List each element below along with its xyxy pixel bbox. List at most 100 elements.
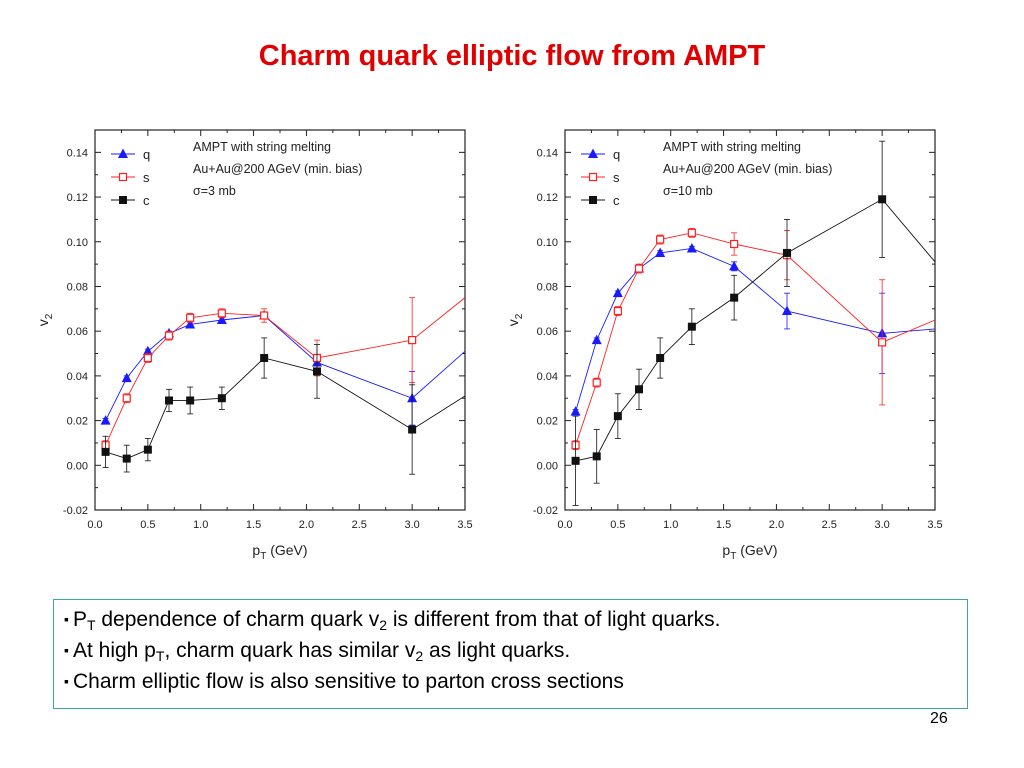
series-c-point <box>143 445 152 454</box>
series-c-point <box>260 354 269 362</box>
legend-s-label: s <box>143 170 150 185</box>
y-tick-label: -0.02 <box>533 505 558 517</box>
y-axis-label: v2 <box>35 313 55 326</box>
annotation-line-3: σ=10 mb <box>663 184 713 198</box>
series-q-point <box>612 287 623 298</box>
y-tick-label: 0.00 <box>537 460 558 472</box>
y-tick-label: 0.02 <box>537 416 558 428</box>
x-tick-label: 1.0 <box>663 519 678 531</box>
legend-s-label: s <box>613 170 620 185</box>
series-q-point <box>185 318 196 329</box>
bullet-2: ▪ At high pT, charm quark has similar v2 … <box>64 639 571 664</box>
series-c-point <box>408 425 417 434</box>
data-layer <box>100 297 465 475</box>
series-c-point <box>186 396 195 405</box>
series-c-point <box>592 452 601 461</box>
legend-s-marker <box>588 172 598 182</box>
annotation-line-1: AMPT with string melting <box>193 140 331 154</box>
series-q-point <box>591 334 602 345</box>
bullet-3: ▪ Charm elliptic flow is also sensitive t… <box>64 670 624 693</box>
legend-c-label: c <box>143 193 150 208</box>
x-tick-label: 3.0 <box>874 519 889 531</box>
series-q-point <box>100 415 111 425</box>
annotation-line-2: Au+Au@200 AGeV (min. bias) <box>663 162 832 176</box>
series-c-point <box>217 394 226 403</box>
x-tick-label: 0.5 <box>140 519 155 531</box>
series-c-point <box>635 385 643 394</box>
y-tick-label: 0.02 <box>67 416 88 428</box>
series-s-point <box>687 228 696 237</box>
page-number: 26 <box>930 710 948 727</box>
series-s-point <box>656 235 665 244</box>
y-tick-label: -0.02 <box>63 505 88 517</box>
series-s-point <box>217 309 226 318</box>
series-q-line <box>105 315 465 421</box>
x-tick-label: 1.0 <box>193 519 208 531</box>
series-c-point <box>656 354 665 362</box>
series-s-point <box>592 378 601 387</box>
series-q-point <box>142 345 153 356</box>
x-tick-label: 2.0 <box>769 519 784 531</box>
series-c-point <box>571 456 580 465</box>
series-s-point <box>878 338 887 347</box>
x-axis-label: pT (GeV) <box>722 542 777 562</box>
x-tick-label: 0.0 <box>557 519 572 531</box>
series-s-point <box>186 313 195 322</box>
legend-c-marker <box>119 196 127 204</box>
y-tick-label: 0.12 <box>67 192 88 204</box>
series-q-line <box>575 248 935 412</box>
plot-frame <box>564 129 936 511</box>
series-q-point <box>686 242 697 253</box>
series-s-point <box>122 394 131 403</box>
series-s-line <box>575 232 935 446</box>
legend-q-label: q <box>613 147 620 162</box>
annotation-line-3: σ=3 mb <box>193 184 236 198</box>
x-tick-label: 0.5 <box>610 519 625 531</box>
legend-q-marker <box>588 148 598 158</box>
series-s-point <box>730 239 739 249</box>
series-s-point <box>613 306 622 316</box>
y-axis-label: v2 <box>505 313 525 326</box>
series-q-point <box>782 305 792 316</box>
chart-sigma-10mb: -0.02 0.00 0.02 0.04 0.06 0.08 0.10 0.12 0.14 0.0… <box>505 129 943 562</box>
series-c-point <box>313 367 321 376</box>
y-tick-label: 0.12 <box>537 192 558 204</box>
series-s-line <box>105 297 465 446</box>
y-tick-label: 0.14 <box>67 147 88 159</box>
legend-q-label: q <box>143 147 150 162</box>
series-c-point <box>613 412 622 421</box>
legend: qsc <box>111 147 150 208</box>
series-s-point <box>260 311 269 320</box>
series-c-line <box>575 198 935 462</box>
legend-c-marker <box>589 196 597 204</box>
x-tick-label: 1.5 <box>246 519 261 531</box>
series-s-point <box>634 264 644 273</box>
y-tick-label: 0.08 <box>537 281 558 293</box>
series-q-point <box>729 260 740 271</box>
y-tick-label: 0.06 <box>537 326 558 338</box>
legend-s-marker <box>118 172 128 182</box>
series-c-point <box>122 454 131 463</box>
series-c-line <box>105 357 465 460</box>
slide-title: Charm quark elliptic flow from AMPT <box>258 40 766 72</box>
bullet-marker: ▪ <box>64 642 69 658</box>
series-s-point <box>408 336 417 345</box>
series-c-point <box>783 248 791 257</box>
series-c-point <box>101 447 110 456</box>
bullet-box: ▪ PT dependence of charm quark v2 is diff… <box>53 599 968 709</box>
x-tick-label: 0.0 <box>87 519 102 531</box>
legend-c-label: c <box>613 193 620 208</box>
bullet-marker: ▪ <box>64 673 69 689</box>
x-tick-label: 3.5 <box>927 519 942 531</box>
legend-q-marker <box>118 148 128 158</box>
x-tick-label: 2.5 <box>352 519 367 531</box>
y-tick-label: 0.08 <box>67 281 88 293</box>
x-tick-label: 1.5 <box>716 519 731 531</box>
chart-sigma-3mb: -0.02 0.00 0.02 0.04 0.06 0.08 0.10 0.12 0.14 0.0… <box>35 129 473 562</box>
annotation-line-1: AMPT with string melting <box>663 140 801 154</box>
series-q-point <box>570 406 581 416</box>
annotation-line-2: Au+Au@200 AGeV (min. bias) <box>193 162 362 176</box>
data-layer <box>570 140 935 506</box>
y-tick-label: 0.00 <box>67 460 88 472</box>
y-tick-label: 0.14 <box>537 147 558 159</box>
